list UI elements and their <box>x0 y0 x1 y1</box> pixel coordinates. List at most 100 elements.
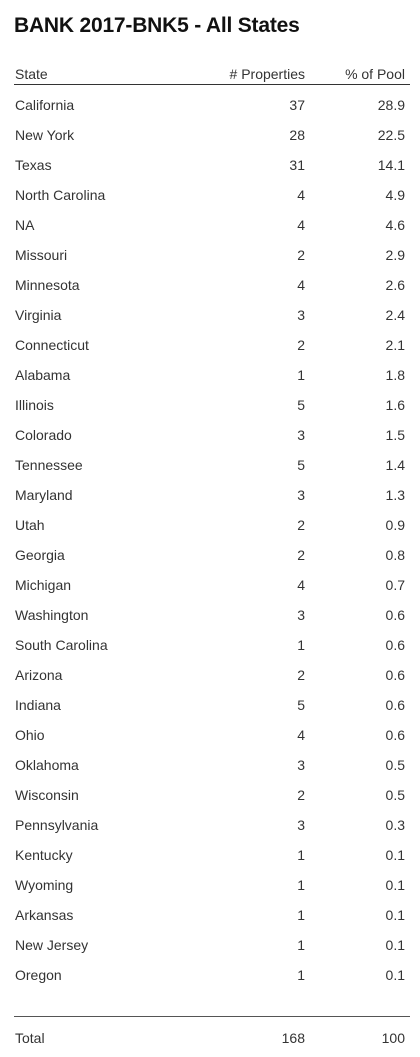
cell-state: Michigan <box>15 577 72 593</box>
cell-pool: 0.6 <box>385 667 405 683</box>
cell-state: Connecticut <box>15 337 89 353</box>
total-properties: 168 <box>281 1030 305 1046</box>
cell-pool: 0.3 <box>385 817 405 833</box>
cell-state: Illinois <box>15 397 54 413</box>
cell-properties: 3 <box>297 817 305 833</box>
cell-pool: 0.1 <box>385 967 405 983</box>
cell-pool: 0.7 <box>385 577 405 593</box>
table-row: Pennsylvania 3 0.3 <box>14 817 410 847</box>
cell-properties: 4 <box>297 277 305 293</box>
cell-state: South Carolina <box>15 637 108 653</box>
table-row: Colorado 3 1.5 <box>14 427 410 457</box>
cell-pool: 14.1 <box>377 157 405 173</box>
total-pool: 100 <box>381 1030 405 1046</box>
cell-properties: 3 <box>297 607 305 623</box>
cell-pool: 4.9 <box>385 187 405 203</box>
table-row: Washington 3 0.6 <box>14 607 410 637</box>
cell-state: Arizona <box>15 667 63 683</box>
cell-pool: 0.8 <box>385 547 405 563</box>
cell-pool: 1.3 <box>385 487 405 503</box>
table-header: State # Properties % of Pool <box>14 64 410 85</box>
table-row: Oklahoma 3 0.5 <box>14 757 410 787</box>
cell-state: Wyoming <box>15 877 74 893</box>
cell-state: Texas <box>15 157 52 173</box>
table-row: Indiana 5 0.6 <box>14 697 410 727</box>
cell-state: Wisconsin <box>15 787 79 803</box>
table-row: Georgia 2 0.8 <box>14 547 410 577</box>
cell-pool: 0.9 <box>385 517 405 533</box>
cell-pool: 0.1 <box>385 847 405 863</box>
table-row: Missouri 2 2.9 <box>14 247 410 277</box>
table-row: Texas 31 14.1 <box>14 157 410 187</box>
table-row: South Carolina 1 0.6 <box>14 637 410 667</box>
cell-pool: 0.6 <box>385 727 405 743</box>
cell-state: Washington <box>15 607 89 623</box>
table-row: Tennessee 5 1.4 <box>14 457 410 487</box>
cell-state: Missouri <box>15 247 68 263</box>
table-row: NA 4 4.6 <box>14 217 410 247</box>
cell-properties: 1 <box>297 907 305 923</box>
cell-state: Virginia <box>15 307 62 323</box>
cell-state: Utah <box>15 517 45 533</box>
cell-pool: 1.4 <box>385 457 405 473</box>
cell-state: Pennsylvania <box>15 817 99 833</box>
cell-state: NA <box>15 217 35 233</box>
cell-properties: 31 <box>289 157 305 173</box>
table-row: New Jersey 1 0.1 <box>14 937 410 967</box>
table-row: Oregon 1 0.1 <box>14 967 410 997</box>
cell-state: Alabama <box>15 367 71 383</box>
table-row: Connecticut 2 2.1 <box>14 337 410 367</box>
cell-state: Kentucky <box>15 847 73 863</box>
states-table: State # Properties % of Pool California 3… <box>14 64 410 997</box>
cell-state: Tennessee <box>15 457 83 473</box>
table-row: North Carolina 4 4.9 <box>14 187 410 217</box>
table-row: Minnesota 4 2.6 <box>14 277 410 307</box>
cell-pool: 2.9 <box>385 247 405 263</box>
cell-state: New Jersey <box>15 937 89 953</box>
cell-properties: 2 <box>297 247 305 263</box>
cell-pool: 4.6 <box>385 217 405 233</box>
cell-pool: 22.5 <box>377 127 405 143</box>
table-row: Ohio 4 0.6 <box>14 727 410 757</box>
header-properties: # Properties <box>229 66 305 82</box>
page-title: BANK 2017-BNK5 - All States <box>14 14 300 37</box>
table-footer-total: Total 168 100 <box>14 1016 410 1057</box>
header-pool: % of Pool <box>345 66 405 82</box>
cell-properties: 2 <box>297 547 305 563</box>
cell-properties: 28 <box>289 127 305 143</box>
cell-properties: 3 <box>297 307 305 323</box>
cell-properties: 2 <box>297 787 305 803</box>
table-row: Arizona 2 0.6 <box>14 667 410 697</box>
cell-state: Georgia <box>15 547 65 563</box>
cell-properties: 4 <box>297 187 305 203</box>
cell-properties: 1 <box>297 937 305 953</box>
cell-properties: 5 <box>297 697 305 713</box>
table-row: Illinois 5 1.6 <box>14 397 410 427</box>
table-row: California 37 28.9 <box>14 97 410 127</box>
cell-properties: 3 <box>297 427 305 443</box>
cell-pool: 0.1 <box>385 877 405 893</box>
table-row: Utah 2 0.9 <box>14 517 410 547</box>
table-row: Wyoming 1 0.1 <box>14 877 410 907</box>
cell-state: Colorado <box>15 427 72 443</box>
table-row: Alabama 1 1.8 <box>14 367 410 397</box>
cell-properties: 1 <box>297 847 305 863</box>
table-row: Arkansas 1 0.1 <box>14 907 410 937</box>
cell-properties: 1 <box>297 877 305 893</box>
cell-properties: 5 <box>297 397 305 413</box>
header-state: State <box>15 66 48 82</box>
cell-properties: 1 <box>297 967 305 983</box>
cell-pool: 1.5 <box>385 427 405 443</box>
cell-state: Arkansas <box>15 907 74 923</box>
cell-properties: 37 <box>289 97 305 113</box>
table-row: Virginia 3 2.4 <box>14 307 410 337</box>
cell-pool: 0.6 <box>385 697 405 713</box>
cell-pool: 0.5 <box>385 787 405 803</box>
cell-state: Maryland <box>15 487 73 503</box>
cell-properties: 2 <box>297 517 305 533</box>
total-label: Total <box>15 1030 45 1046</box>
cell-properties: 1 <box>297 637 305 653</box>
table-row: Kentucky 1 0.1 <box>14 847 410 877</box>
cell-properties: 3 <box>297 757 305 773</box>
cell-pool: 0.6 <box>385 637 405 653</box>
